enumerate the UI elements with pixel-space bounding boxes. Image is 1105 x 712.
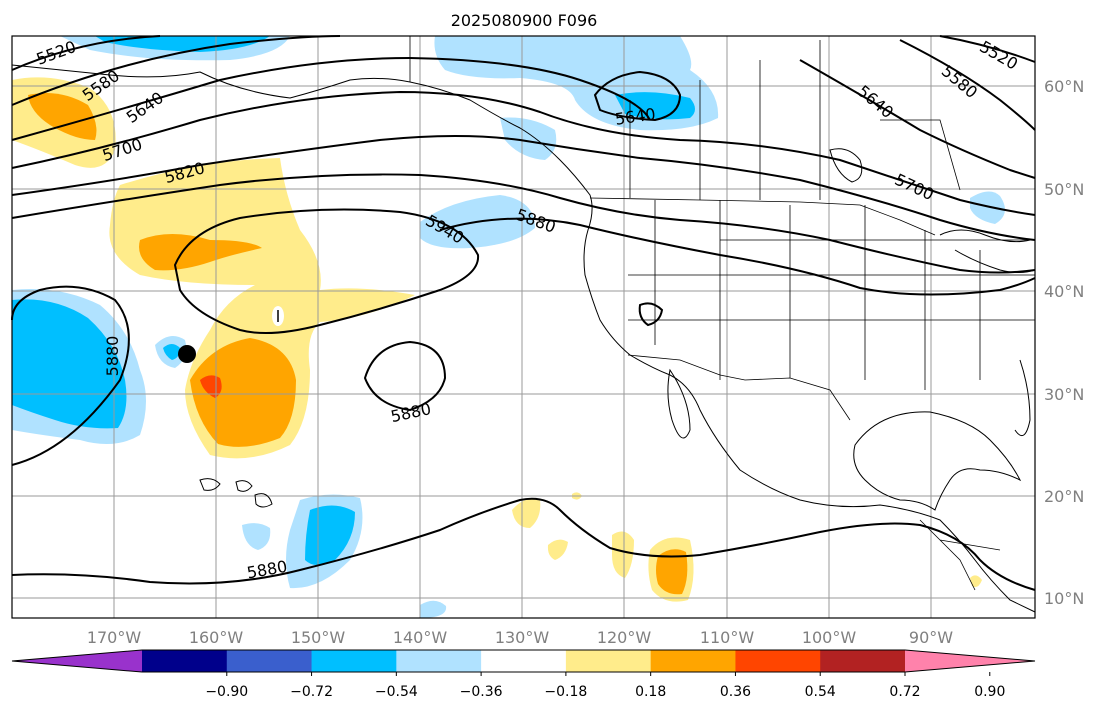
shade-negative-west-core [12, 299, 127, 429]
storm-center-marker [178, 345, 196, 363]
colorbar-tick-label: 0.72 [889, 684, 920, 700]
contour-5880-west [11, 285, 130, 466]
shade-positive-south-a [512, 498, 541, 528]
colorbar-tick-label: 0.18 [635, 684, 666, 700]
colorbar-segment [396, 650, 482, 672]
lat-label: 30°N [1044, 385, 1084, 404]
contour-5940 [173, 208, 480, 335]
shade-negative-near-hawaii-core [163, 344, 180, 360]
lon-label: 90°W [909, 628, 953, 647]
colorbar-tick-label: 0.90 [974, 684, 1005, 700]
contour-5880-central [363, 340, 447, 412]
shade-negative-coast [500, 117, 557, 160]
lon-label: 150°W [291, 628, 346, 647]
state-borders [628, 200, 1035, 390]
hudson-bay-edge [829, 148, 863, 183]
latitude-labels: 60°N 50°N 40°N 30°N 20°N 10°N [1044, 77, 1084, 608]
shade-negative-gulf-alaska-core [615, 92, 695, 120]
colorbar-tick-label: −0.90 [205, 684, 248, 700]
colorbar-tick-label: −0.54 [375, 684, 418, 700]
contour-5580-east [899, 39, 1036, 131]
figure-title: 2025080900 F096 [451, 11, 598, 30]
colorbar-tick-label: −0.18 [544, 684, 587, 700]
lat-label: 60°N [1044, 77, 1084, 96]
pacific-coastline [11, 64, 1036, 613]
shade-negative-north-strip-core [95, 36, 270, 52]
colorbar-tick-label: −0.36 [460, 684, 503, 700]
lat-label: 10°N [1044, 589, 1084, 608]
shade-negative-great-lakes [970, 191, 1005, 224]
shade-negative-south-edge [420, 600, 447, 618]
colorbar-segment [311, 650, 397, 672]
lat-label: 20°N [1044, 487, 1084, 506]
shade-negative-south-small [242, 523, 271, 550]
us-canada-border [589, 197, 936, 236]
shade-positive-south-b [547, 539, 568, 560]
map-frame [11, 35, 1036, 619]
colorbar-segment [650, 650, 736, 672]
shade-positive-central [109, 158, 415, 459]
lon-label: 120°W [597, 628, 652, 647]
map-panel: 5520 5580 5640 5700 5820 5940 5880 5880 … [11, 35, 1036, 619]
hawaiian-islands [199, 478, 273, 508]
contour-5760 [11, 135, 1036, 241]
contour-5520-east [939, 35, 1036, 63]
lon-label: 100°W [802, 628, 857, 647]
shade-positive-central-america [970, 575, 982, 588]
colorbar-outline [11, 649, 1036, 673]
us-mexico-border [627, 354, 851, 421]
colorbar-extend-low [12, 650, 142, 672]
colorbar-segment [226, 650, 313, 672]
colorbar-segment [142, 650, 228, 672]
lon-label: 160°W [189, 628, 244, 647]
colorbar: −0.90 −0.72 −0.54 −0.36 −0.18 0.18 0.36 0.54 0.7… [11, 649, 1036, 700]
contour-small-closed [638, 302, 664, 327]
florida-atlantic-coast [1014, 359, 1031, 437]
lat-label: 40°N [1044, 282, 1084, 301]
colorbar-extend-high [905, 650, 1035, 672]
colorbar-tick-label: 0.36 [720, 684, 751, 700]
shade-positive-south-d-core [656, 549, 688, 595]
contour-5520-west [11, 35, 161, 71]
contour-5640-canada [593, 70, 682, 122]
contour-5820 [11, 173, 1036, 274]
lon-label: 170°W [87, 628, 142, 647]
contour-5580-west [11, 35, 341, 106]
lon-label: 130°W [495, 628, 550, 647]
baja-california [667, 368, 691, 439]
graticule [12, 36, 1035, 618]
contour-5700 [11, 90, 1036, 216]
colorbar-segment [565, 650, 652, 672]
colorbar-tick-label: −0.72 [290, 684, 333, 700]
contour-5640-west [11, 56, 651, 141]
contour-5880-south [11, 497, 1036, 591]
colorbar-tick-label: 0.54 [805, 684, 836, 700]
colorbar-segment [481, 650, 567, 672]
central-america-borders [919, 519, 1001, 591]
contour-5880-north [439, 217, 1036, 296]
colorbar-segment [820, 650, 906, 672]
gulf-of-mexico-coast [853, 411, 1022, 511]
shade-positive-central-core-north [139, 234, 262, 271]
contour-5640-east [799, 59, 1036, 179]
shade-positive-northwest-core [28, 92, 97, 140]
longitude-labels: 170°W 160°W 150°W 140°W 130°W 120°W 110°… [87, 628, 953, 647]
shade-positive-south-c [612, 531, 634, 578]
contour-label: 5880 [103, 336, 122, 377]
lat-label: 50°N [1044, 180, 1084, 199]
lon-label: 110°W [700, 628, 755, 647]
colorbar-segment [735, 650, 821, 672]
height-contours [11, 35, 1036, 591]
lon-label: 140°W [393, 628, 448, 647]
